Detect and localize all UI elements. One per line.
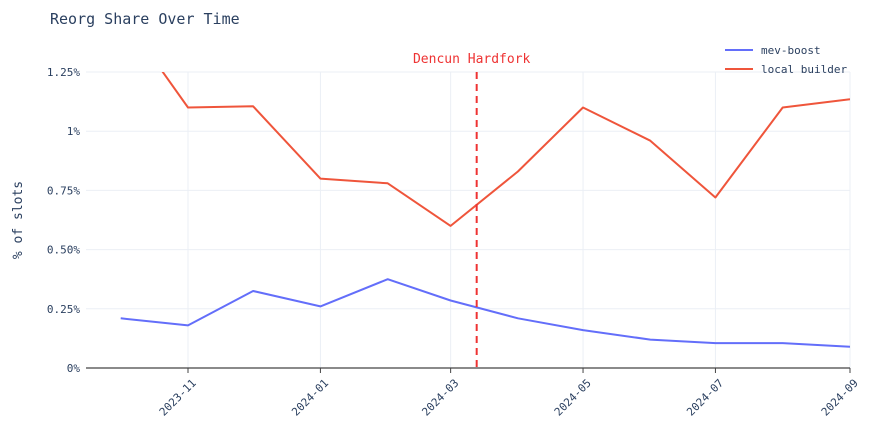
y-tick-label: 1.25% [47, 66, 80, 79]
y-axis-ticks: 0% 0.25% 0.50% 0.75% 1% 1.25% [47, 66, 80, 375]
x-tick-label: 2024-09 [819, 377, 861, 419]
grid [86, 71, 851, 368]
y-tick-label: 0.75% [47, 184, 80, 197]
x-axis-ticks: 2023-11 2024-01 2024-03 2024-05 2024-07 2024-… [157, 368, 861, 419]
series-group [120, 72, 850, 348]
series-line-local-builder [161, 72, 850, 227]
legend-item-local-builder[interactable]: local builder [725, 63, 847, 76]
y-tick-label: 1% [67, 125, 81, 138]
y-tick-label: 0% [67, 362, 81, 375]
legend-label: mev-boost [761, 44, 821, 57]
chart-title: Reorg Share Over Time [50, 10, 240, 28]
x-tick-label: 2024-03 [419, 377, 461, 419]
x-tick-label: 2024-05 [552, 377, 594, 419]
y-tick-label: 0.50% [47, 244, 80, 257]
x-tick-label: 2023-11 [157, 377, 199, 419]
x-tick-label: 2024-07 [684, 377, 726, 419]
series-line-mev-boost [120, 278, 850, 348]
dencun-hardfork-label: Dencun Hardfork [413, 52, 531, 67]
annotations: Dencun Hardfork [413, 52, 531, 368]
legend-label: local builder [761, 63, 847, 76]
y-tick-label: 0.25% [47, 303, 80, 316]
legend-item-mev-boost[interactable]: mev-boost [725, 44, 821, 57]
x-tick-label: 2024-01 [289, 377, 331, 419]
y-axis-label: % of slots [11, 181, 26, 259]
legend[interactable]: mev-boost local builder [725, 44, 847, 76]
